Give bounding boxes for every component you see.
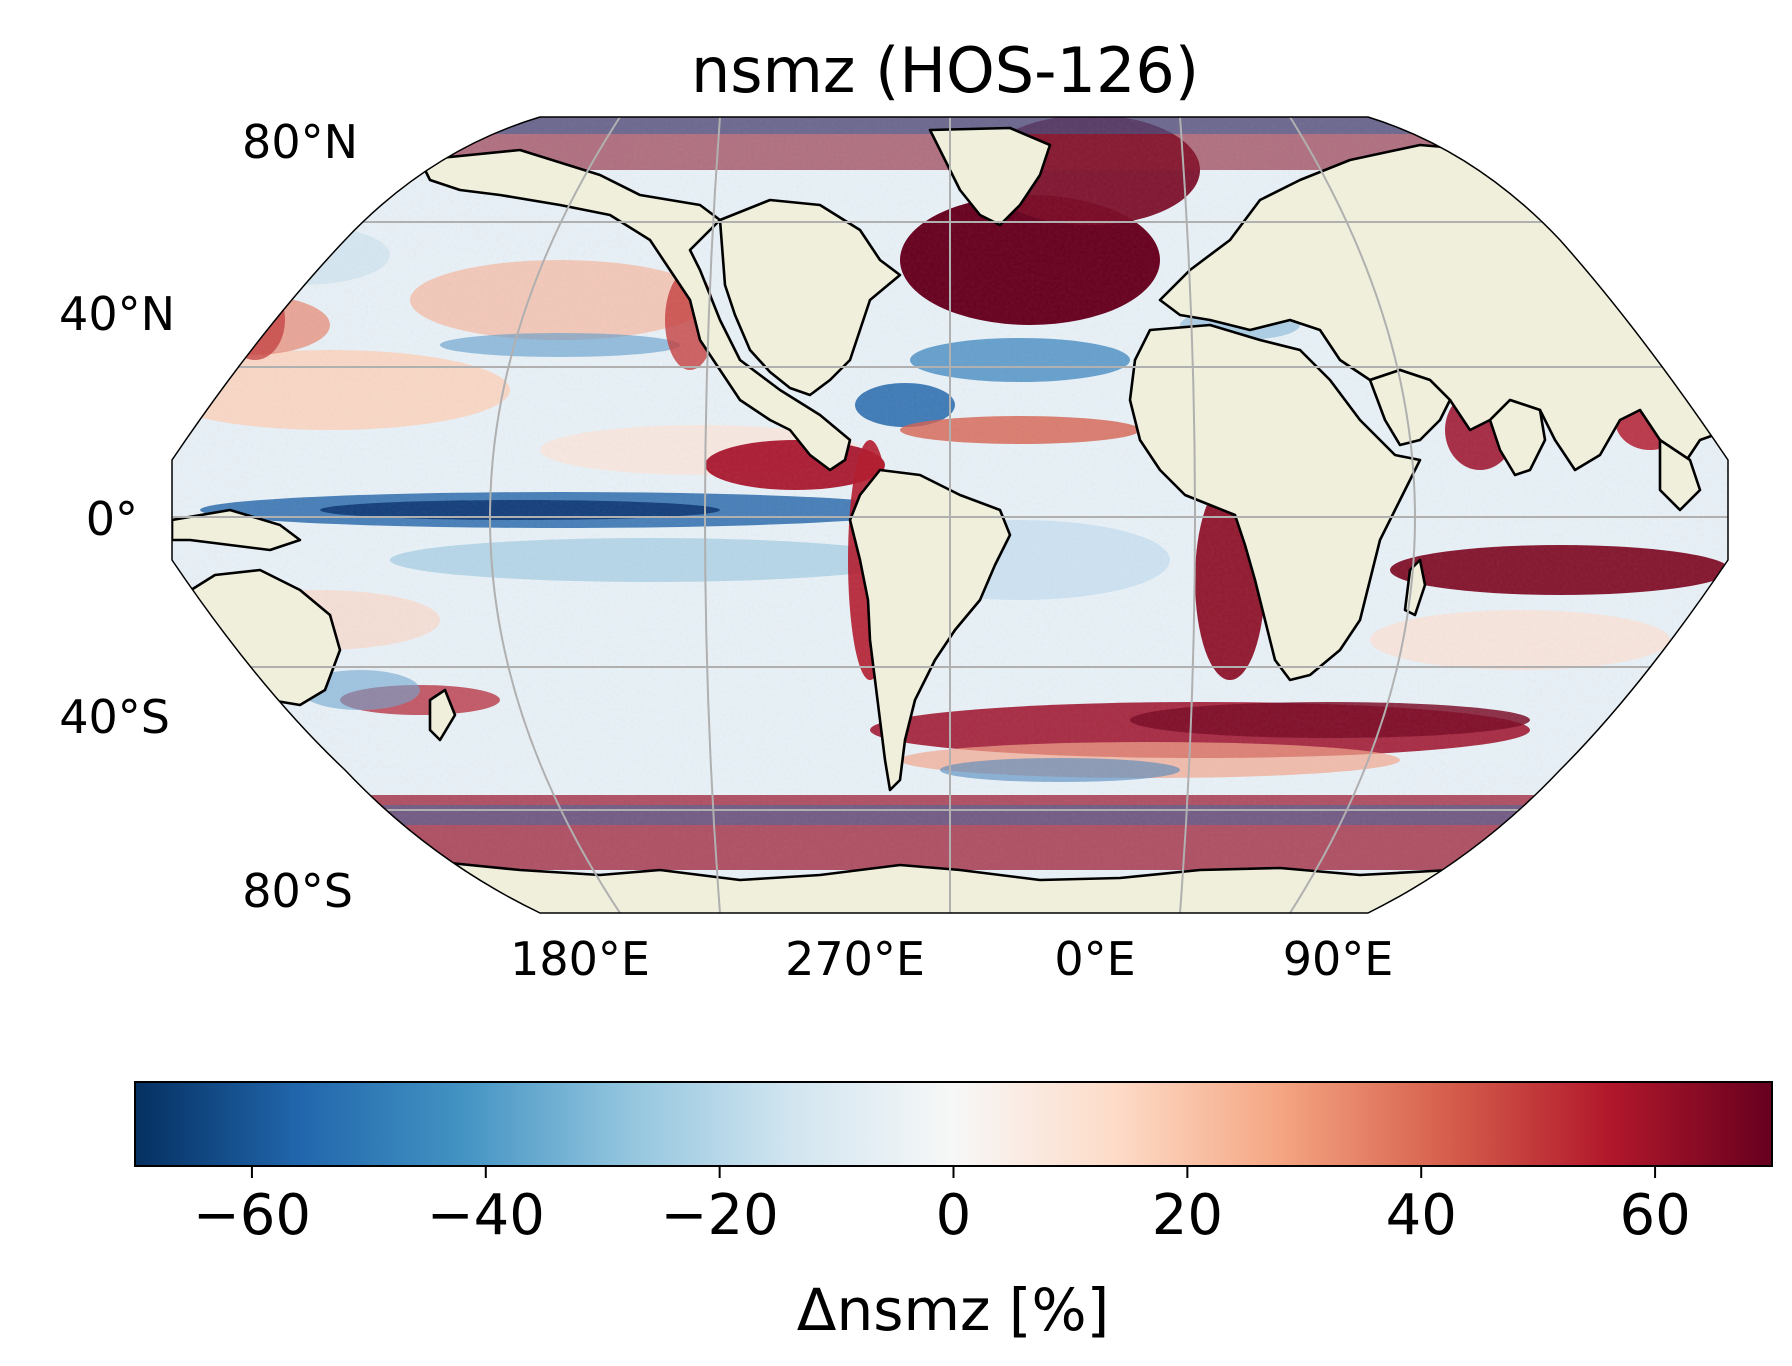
land-arabia bbox=[1368, 368, 1452, 447]
colorbar-tick-label: 0 bbox=[936, 1183, 972, 1248]
lat-label: 80°S bbox=[242, 864, 353, 918]
lat-label: 40°N bbox=[59, 287, 175, 341]
map-title: nsmz (HOS-126) bbox=[691, 34, 1199, 107]
gridlines bbox=[172, 117, 1728, 913]
lon-label: 180°E bbox=[510, 932, 650, 986]
colorbar-tick-label: −20 bbox=[661, 1183, 779, 1248]
land-new-zealand bbox=[428, 688, 457, 742]
land-south-america bbox=[848, 468, 1012, 792]
latitude-labels: 80°N 40°N 0° 40°S 80°S bbox=[59, 115, 358, 918]
colorbar-tick-label: −60 bbox=[193, 1183, 311, 1248]
lat-label: 80°N bbox=[242, 115, 358, 169]
colorbar-gradient bbox=[134, 1081, 1773, 1167]
longitude-labels: 180°E 270°E 0°E 90°E bbox=[510, 932, 1393, 986]
land-africa bbox=[1128, 323, 1422, 682]
lon-label: 270°E bbox=[785, 932, 925, 986]
land-india bbox=[1488, 398, 1547, 477]
colorbar-tick-label: 20 bbox=[1152, 1183, 1223, 1248]
lat-label: 40°S bbox=[59, 690, 170, 744]
colorbar-label: Δnsmz [%] bbox=[797, 1276, 1109, 1344]
colorbar-tick-label: 60 bbox=[1619, 1183, 1690, 1248]
land-se-asia bbox=[1658, 438, 1702, 512]
colorbar-tick-label: −40 bbox=[427, 1183, 545, 1248]
colorbar-ticks: −60 −40 −20 0 20 40 60 bbox=[193, 1166, 1691, 1248]
lat-label: 0° bbox=[86, 492, 138, 546]
lon-label: 0°E bbox=[1054, 932, 1135, 986]
map-panel bbox=[172, 117, 1728, 913]
land-north-america bbox=[418, 148, 852, 472]
lon-label: 90°E bbox=[1283, 932, 1394, 986]
colorbar-tick-label: 40 bbox=[1386, 1183, 1457, 1248]
colorbar: −60 −40 −20 0 20 40 60 Δnsmz [%] bbox=[134, 1081, 1773, 1344]
land-indonesia bbox=[172, 508, 302, 552]
map-border bbox=[171, 116, 1729, 914]
land-greenland bbox=[928, 126, 1052, 227]
